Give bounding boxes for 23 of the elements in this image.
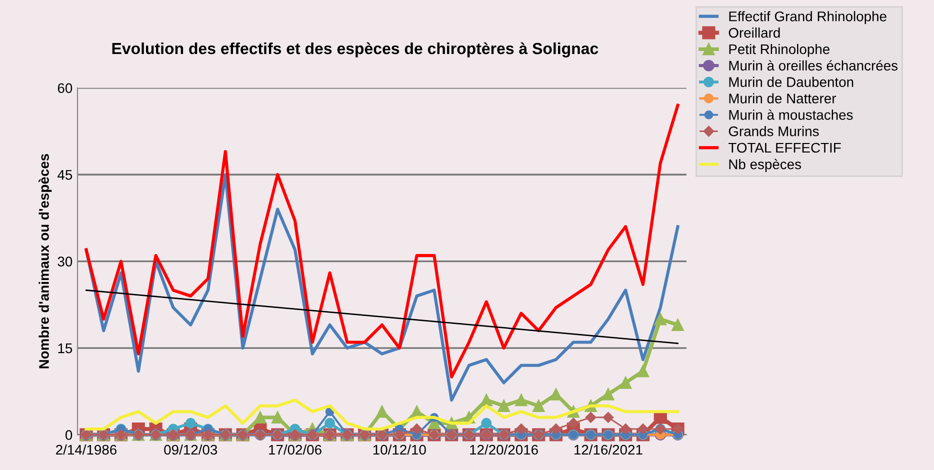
legend-label: Petit Rhinolophe	[729, 44, 830, 57]
y-tick-label: 0	[65, 430, 72, 440]
legend-label: Murin à moustaches	[729, 109, 853, 120]
y-tick-label: 30	[58, 256, 72, 266]
x-tick-label: 10/12/10	[373, 444, 426, 455]
legend-label: Murin à oreilles échancrées	[729, 60, 898, 71]
y-tick-label: 15	[58, 344, 72, 354]
x-tick-label: 09/12/03	[164, 444, 218, 455]
x-tick-label: 12/20/2016	[470, 444, 538, 455]
y-tick-label: 45	[58, 170, 72, 180]
legend-label: Grands Murins	[728, 126, 819, 136]
y-axis-title: Nombre d'animaux ou d'espèces	[38, 154, 52, 368]
x-tick-label: 12/16/2021	[574, 444, 642, 455]
legend-label: Murin de Daubenton	[729, 76, 854, 87]
x-tick-label: 2/14/1986	[56, 444, 117, 455]
legend-label: Effectif Grand Rhinolophe	[729, 11, 886, 24]
legend-label: TOTAL EFFECTIF	[728, 142, 841, 153]
chart-title: Evolution des effectifs et des espèces de chiroptères à Solignac	[112, 42, 598, 58]
y-tick-label: 60	[58, 83, 72, 94]
legend-label: Nb espèces	[729, 158, 802, 172]
legend-label: Murin de Natterer	[729, 93, 836, 104]
x-tick-label: 17/02/06	[269, 444, 322, 455]
legend-label: Oreillard	[728, 28, 780, 38]
